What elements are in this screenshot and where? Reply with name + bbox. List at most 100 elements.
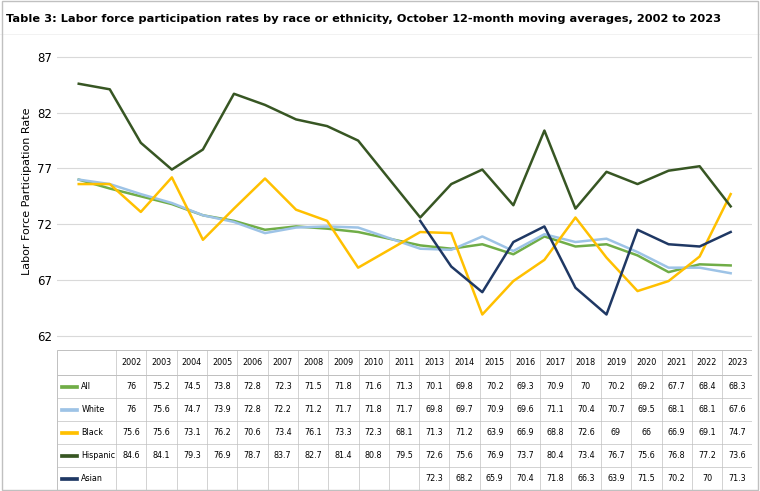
- Text: 67.6: 67.6: [728, 405, 746, 414]
- Text: 73.3: 73.3: [334, 428, 352, 437]
- Text: 71.3: 71.3: [395, 382, 413, 391]
- Text: 72.8: 72.8: [244, 405, 261, 414]
- Text: 74.7: 74.7: [183, 405, 201, 414]
- Text: 71.7: 71.7: [395, 405, 413, 414]
- Text: 72.3: 72.3: [426, 474, 443, 483]
- Text: 69.8: 69.8: [456, 382, 473, 391]
- Text: 68.2: 68.2: [456, 474, 473, 483]
- Text: 70.7: 70.7: [607, 405, 625, 414]
- Text: 2011: 2011: [394, 358, 414, 367]
- Text: 76.8: 76.8: [668, 451, 686, 460]
- Text: 80.4: 80.4: [546, 451, 564, 460]
- Text: 75.6: 75.6: [456, 451, 473, 460]
- Text: 74.5: 74.5: [183, 382, 201, 391]
- Text: 70: 70: [581, 382, 591, 391]
- Text: 65.9: 65.9: [486, 474, 504, 483]
- Text: 70.2: 70.2: [668, 474, 686, 483]
- Text: 80.8: 80.8: [365, 451, 382, 460]
- Text: 76.7: 76.7: [607, 451, 625, 460]
- Text: 75.6: 75.6: [153, 405, 170, 414]
- Text: 71.2: 71.2: [304, 405, 322, 414]
- Text: 76.1: 76.1: [304, 428, 322, 437]
- Text: 69.1: 69.1: [698, 428, 716, 437]
- Text: 82.7: 82.7: [304, 451, 322, 460]
- Text: 69.7: 69.7: [456, 405, 473, 414]
- Text: 2017: 2017: [546, 358, 565, 367]
- Text: 71.5: 71.5: [638, 474, 655, 483]
- Text: 67.7: 67.7: [668, 382, 686, 391]
- Text: 70.4: 70.4: [516, 474, 534, 483]
- Text: 71.1: 71.1: [546, 405, 564, 414]
- Text: 66: 66: [641, 428, 651, 437]
- Text: 75.2: 75.2: [153, 382, 170, 391]
- Text: 66.9: 66.9: [668, 428, 686, 437]
- Text: 75.6: 75.6: [638, 451, 655, 460]
- Text: 2021: 2021: [667, 358, 687, 367]
- Y-axis label: Labor Force Participation Rate: Labor Force Participation Rate: [21, 107, 32, 274]
- Text: 73.8: 73.8: [214, 382, 231, 391]
- Text: 70: 70: [702, 474, 712, 483]
- Text: 78.7: 78.7: [244, 451, 261, 460]
- Text: 72.6: 72.6: [426, 451, 443, 460]
- Text: 2002: 2002: [121, 358, 141, 367]
- Text: 73.9: 73.9: [214, 405, 231, 414]
- Text: 71.7: 71.7: [334, 405, 352, 414]
- Text: 2010: 2010: [363, 358, 384, 367]
- Text: 84.1: 84.1: [153, 451, 170, 460]
- Text: 66.3: 66.3: [577, 474, 594, 483]
- Text: 72.3: 72.3: [274, 382, 292, 391]
- Text: 69.6: 69.6: [516, 405, 534, 414]
- Text: 68.8: 68.8: [546, 428, 564, 437]
- Text: 69: 69: [611, 428, 621, 437]
- Text: 72.2: 72.2: [274, 405, 292, 414]
- Text: 76: 76: [126, 405, 136, 414]
- Text: 68.1: 68.1: [668, 405, 686, 414]
- Text: 79.5: 79.5: [395, 451, 413, 460]
- Text: White: White: [81, 405, 105, 414]
- Text: 68.1: 68.1: [698, 405, 716, 414]
- Text: 2003: 2003: [151, 358, 172, 367]
- Text: 2004: 2004: [182, 358, 202, 367]
- Text: 83.7: 83.7: [274, 451, 292, 460]
- Text: All: All: [81, 382, 91, 391]
- Text: 73.4: 73.4: [577, 451, 594, 460]
- Text: 70.6: 70.6: [244, 428, 261, 437]
- Text: 2018: 2018: [575, 358, 596, 367]
- Text: 72.3: 72.3: [365, 428, 382, 437]
- Text: 74.7: 74.7: [728, 428, 746, 437]
- Text: Table 3: Labor force participation rates by race or ethnicity, October 12-month : Table 3: Labor force participation rates…: [6, 14, 721, 25]
- Text: 70.2: 70.2: [486, 382, 504, 391]
- Text: 2020: 2020: [636, 358, 657, 367]
- Text: 73.7: 73.7: [516, 451, 534, 460]
- Text: 2006: 2006: [242, 358, 262, 367]
- Text: 71.5: 71.5: [304, 382, 322, 391]
- FancyBboxPatch shape: [61, 431, 78, 434]
- Text: 68.3: 68.3: [729, 382, 746, 391]
- Text: 76: 76: [126, 382, 136, 391]
- Text: 70.2: 70.2: [607, 382, 625, 391]
- Text: 70.4: 70.4: [577, 405, 594, 414]
- Text: 2015: 2015: [485, 358, 505, 367]
- Text: 2013: 2013: [424, 358, 445, 367]
- Text: 63.9: 63.9: [486, 428, 504, 437]
- Text: 71.2: 71.2: [456, 428, 473, 437]
- FancyBboxPatch shape: [61, 454, 78, 457]
- Text: 2007: 2007: [273, 358, 293, 367]
- Text: 70.9: 70.9: [546, 382, 565, 391]
- Text: 71.6: 71.6: [365, 382, 382, 391]
- FancyBboxPatch shape: [61, 408, 78, 411]
- Text: 73.1: 73.1: [183, 428, 201, 437]
- Text: Asian: Asian: [81, 474, 103, 483]
- Text: Hispanic: Hispanic: [81, 451, 116, 460]
- Text: 76.9: 76.9: [214, 451, 231, 460]
- Text: 69.5: 69.5: [638, 405, 655, 414]
- Text: 71.8: 71.8: [546, 474, 564, 483]
- Text: 72.6: 72.6: [577, 428, 594, 437]
- Text: 71.8: 71.8: [334, 382, 352, 391]
- Text: 69.3: 69.3: [516, 382, 534, 391]
- Text: Black: Black: [81, 428, 103, 437]
- Text: 2019: 2019: [606, 358, 626, 367]
- Text: 63.9: 63.9: [607, 474, 625, 483]
- Text: 2016: 2016: [515, 358, 535, 367]
- Text: 70.9: 70.9: [486, 405, 504, 414]
